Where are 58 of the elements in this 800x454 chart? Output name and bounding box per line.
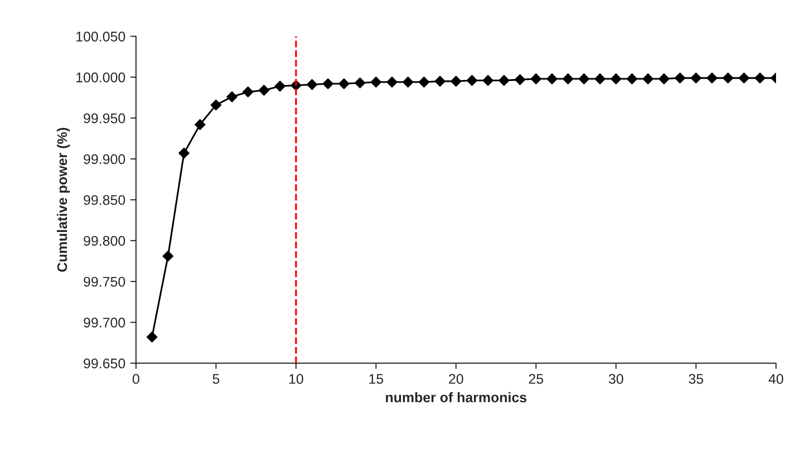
point: [754, 72, 766, 84]
point: [722, 72, 734, 84]
point: [226, 91, 238, 102]
point: [594, 73, 606, 84]
point: [546, 73, 558, 84]
point: [178, 148, 190, 159]
point: [450, 76, 462, 87]
x-tick-label: 35: [688, 374, 704, 384]
point: [674, 72, 686, 84]
point: [162, 250, 174, 262]
x-tick-label: 5: [212, 374, 220, 384]
x-tick-label: 25: [528, 374, 544, 384]
point: [482, 75, 494, 86]
point: [466, 75, 478, 86]
point: [530, 73, 542, 84]
point: [402, 76, 414, 88]
x-tick-label: 40: [768, 374, 784, 384]
point: [434, 76, 446, 87]
point: [610, 73, 622, 84]
y-tick-label: 100.000: [76, 72, 126, 82]
point: [338, 78, 350, 90]
y-tick-label: 99.950: [84, 113, 126, 124]
point: [562, 73, 574, 84]
point: [274, 80, 286, 92]
x-tick-label: 10: [289, 374, 304, 384]
point: [498, 75, 510, 86]
x-axis-title: number of harmonics: [386, 392, 526, 402]
point: [658, 73, 670, 84]
y-tick-label: 100.050: [76, 32, 126, 42]
point: [258, 84, 270, 96]
point: [194, 119, 206, 130]
point: [306, 79, 318, 90]
point: [514, 74, 526, 86]
y-tick-label: 99.800: [84, 236, 126, 246]
point: [354, 77, 366, 88]
point: [210, 100, 222, 110]
y-tick-label: 99.650: [84, 358, 126, 368]
point: [146, 332, 158, 342]
y-axis-title: Cumulative power (%): [56, 128, 70, 272]
y-tick-label: 99.850: [84, 195, 126, 205]
x-tick-label: 30: [608, 374, 624, 384]
point: [706, 72, 718, 84]
point: [386, 76, 398, 88]
point: [418, 76, 430, 88]
y-tick-label: 99.700: [84, 318, 126, 328]
point: [578, 73, 590, 84]
x-tick-label: 20: [448, 374, 464, 384]
point: [738, 72, 750, 84]
y-tick-label: 99.750: [84, 276, 126, 287]
x-tick-label: 0: [132, 374, 140, 384]
y-tick-label: 99.900: [84, 154, 126, 164]
x-tick-label: 15: [369, 374, 384, 384]
point: [370, 76, 382, 88]
point: [242, 86, 254, 98]
point: [322, 78, 334, 90]
point: [642, 73, 654, 84]
point: [626, 73, 638, 84]
point: [690, 72, 702, 84]
